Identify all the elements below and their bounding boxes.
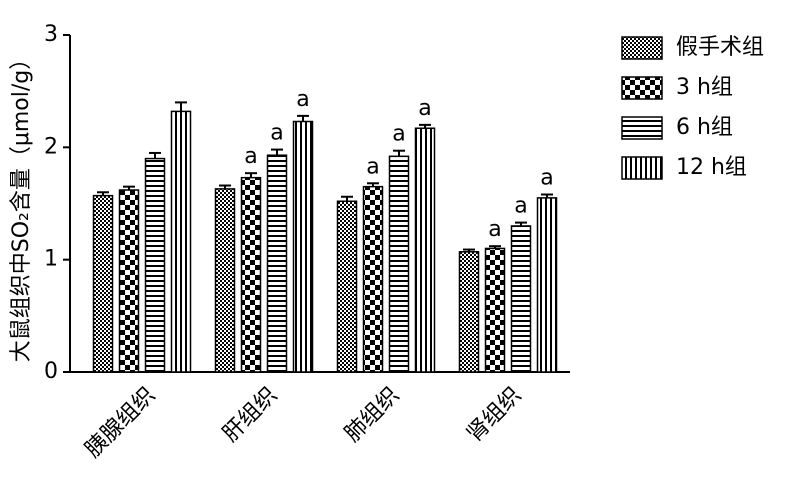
y-tick-label: 3 [44, 22, 58, 47]
significance-label: a [270, 121, 283, 146]
legend-label: 假手术组 [676, 35, 764, 60]
legend-swatch [621, 36, 663, 60]
significance-label: a [514, 194, 527, 219]
bar [292, 120, 314, 373]
significance-label: a [366, 154, 379, 179]
significance-label: a [244, 144, 257, 169]
bar [458, 251, 480, 373]
bar [214, 188, 236, 373]
x-tick-label: 胰腺组织 [81, 383, 161, 463]
bar [240, 176, 262, 373]
bar [336, 200, 358, 373]
significance-label: a [488, 217, 501, 242]
significance-label: a [296, 87, 309, 112]
significance-label: a [392, 122, 405, 147]
bar [170, 110, 192, 373]
x-tick-label: 肝组织 [218, 383, 282, 447]
y-axis-title: 大鼠组织中SO₂含量（μmol/g） [9, 48, 34, 362]
legend-label: 12 h组 [676, 155, 747, 180]
bar [388, 155, 410, 373]
significance-label: a [540, 166, 553, 191]
bar [414, 127, 436, 373]
y-tick-label: 0 [44, 359, 58, 384]
legend-swatch [621, 156, 663, 180]
x-tick-label: 肺组织 [340, 383, 404, 447]
legend-label: 3 h组 [676, 75, 733, 100]
bar [266, 154, 288, 373]
bar [510, 225, 532, 373]
bar [362, 185, 384, 373]
bar [536, 197, 558, 373]
bar [144, 157, 166, 373]
bar [118, 189, 140, 373]
bar [484, 247, 506, 373]
legend-label: 6 h组 [676, 115, 733, 140]
significance-label: a [418, 96, 431, 121]
legend-swatch [621, 76, 663, 100]
bar [92, 194, 114, 373]
y-tick-label: 2 [44, 134, 58, 159]
legend-swatch [621, 116, 663, 140]
y-tick-label: 1 [44, 247, 58, 272]
x-tick-label: 肾组织 [462, 383, 526, 447]
